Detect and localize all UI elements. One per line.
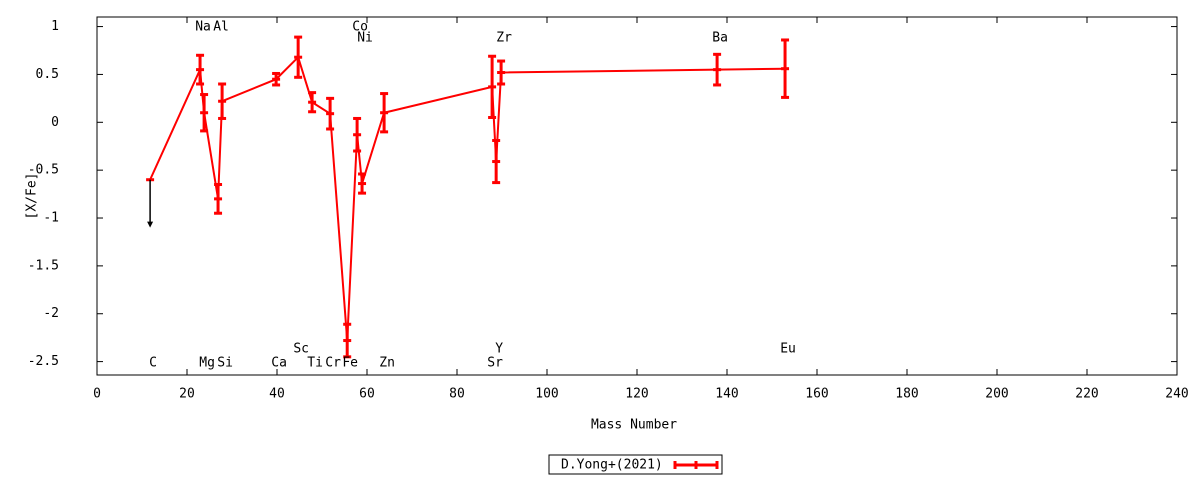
x-tick-label: 20 (179, 387, 195, 402)
element-label: Zn (379, 356, 395, 371)
element-label: Y (495, 342, 503, 357)
element-label: Mg (199, 356, 215, 371)
x-tick-label: 180 (895, 387, 918, 402)
x-tick-label: 160 (805, 387, 828, 402)
x-tick-label: 200 (985, 387, 1008, 402)
x-tick-label: 60 (359, 387, 375, 402)
element-label: Eu (780, 342, 796, 357)
legend-box (548, 454, 723, 475)
x-tick-label: 220 (1075, 387, 1098, 402)
element-label: Ba (712, 31, 728, 46)
legend-label: D.Yong+(2021) (561, 458, 663, 473)
y-tick-label: -1 (43, 211, 59, 226)
x-tick-label: 100 (535, 387, 558, 402)
limit-arrow-head (147, 221, 154, 228)
x-tick-label: 120 (625, 387, 648, 402)
element-label: Sr (487, 356, 503, 371)
x-tick-label: 140 (715, 387, 738, 402)
y-tick-label: 0 (51, 115, 59, 130)
element-label: Si (217, 356, 233, 371)
element-label: C (149, 356, 157, 371)
x-tick-label: 80 (449, 387, 465, 402)
element-label: Ti (307, 356, 323, 371)
y-tick-label: 0.5 (36, 67, 59, 82)
y-axis-label: [X/Fe] (25, 173, 40, 220)
element-label: Co (352, 20, 368, 35)
element-label: Na (195, 20, 211, 35)
y-tick-label: 1 (51, 19, 59, 34)
x-tick-label: 240 (1165, 387, 1188, 402)
y-tick-label: -2 (43, 306, 59, 321)
y-tick-label: -0.5 (28, 163, 59, 178)
element-label: Fe (342, 356, 358, 371)
data-line (149, 55, 786, 341)
element-label: Sc (293, 342, 309, 357)
element-label: Ni (357, 31, 373, 46)
x-tick-label: 40 (269, 387, 285, 402)
element-label: Ca (271, 356, 287, 371)
element-label: Zr (496, 31, 512, 46)
element-label: Al (213, 20, 229, 35)
y-tick-label: -2.5 (28, 354, 59, 369)
x-tick-label: 0 (93, 387, 101, 402)
x-axis-label: Mass Number (591, 418, 677, 433)
element-label: Cr (325, 356, 341, 371)
y-tick-label: -1.5 (28, 258, 59, 273)
